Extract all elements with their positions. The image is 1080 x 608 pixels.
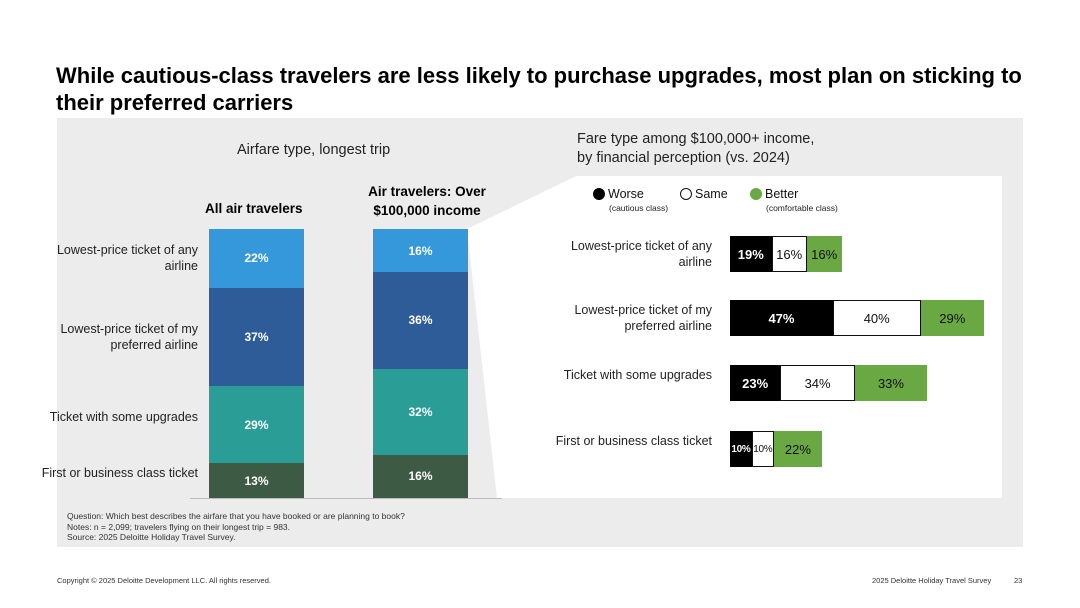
notes-sample: Notes: n = 2,099; travelers flying on th… (67, 521, 291, 532)
stacked-bar-segment: 29% (209, 386, 304, 464)
bar-segment: 10% (730, 431, 752, 467)
data-label: 29% (244, 417, 269, 432)
row-label: First or business class ticket (555, 434, 712, 448)
bar-segment: 16% (806, 236, 842, 272)
col2-header: Air travelers: Over $100,000 income (352, 182, 502, 220)
data-label: 22% (784, 441, 811, 457)
row-label: First or business class ticket (41, 465, 198, 480)
legend-item: Worse (593, 187, 644, 201)
stacked-bar-segment: 13% (209, 463, 304, 498)
legend-label: Worse (608, 187, 644, 201)
right-subtitle-line1: Fare type among $100,000+ income, (577, 131, 815, 147)
left-chart-subtitle: Airfare type, longest trip (237, 142, 391, 158)
data-label: 37% (244, 329, 269, 344)
legend-label: Same (695, 187, 728, 201)
data-label: 32% (408, 404, 433, 419)
row-label: Ticket with some upgrades (563, 368, 712, 382)
stacked-bar-segment: 16% (373, 454, 468, 498)
row-label: Lowest-price ticket of my preferred airl… (60, 321, 198, 352)
bar-segment: 47% (730, 300, 833, 336)
notes: Question: Which best describes the airfa… (67, 511, 405, 543)
col2-header-line2: $100,000 income (373, 203, 481, 218)
page-title: While cautious-class travelers are less … (56, 63, 1022, 115)
bar-segment: 29% (920, 300, 985, 336)
stacked-bar-segment: 36% (373, 272, 468, 369)
right-subtitle-line2: by financial perception (vs. 2024) (577, 150, 790, 166)
stacked-bar-segment: 32% (373, 368, 468, 455)
bar-segment: 19% (730, 236, 772, 272)
data-label: 36% (408, 313, 433, 328)
bar-segment: 16% (771, 236, 807, 272)
data-label: 34% (804, 375, 831, 391)
data-label: 10% (753, 443, 773, 455)
data-label: 16% (776, 246, 803, 262)
stacked-bar-segment: 37% (209, 287, 304, 387)
legend-item: Same (680, 187, 728, 201)
bar-segment: 34% (780, 365, 855, 401)
data-label: 33% (877, 375, 904, 391)
stacked-bar-segment: 22% (209, 229, 304, 288)
legend-swatch (593, 188, 605, 200)
stacked-bar-segment: 16% (373, 229, 468, 273)
legend-sublabel: (cautious class) (609, 203, 669, 213)
legend-label: Better (765, 187, 799, 201)
bar-segment: 40% (832, 300, 921, 336)
data-label: 16% (408, 469, 433, 484)
left-baseline (190, 498, 502, 499)
bar-segment: 10% (751, 431, 774, 467)
footer-page-number: 23 (1014, 576, 1023, 585)
data-label: 40% (863, 310, 890, 326)
data-label: 13% (244, 473, 269, 488)
data-label: 19% (737, 246, 764, 262)
bar-segment: 33% (854, 365, 928, 401)
data-label: 23% (742, 375, 769, 391)
legend-swatch (680, 188, 692, 200)
bar-segment: 23% (730, 365, 781, 401)
footer-report-name: 2025 Deloitte Holiday Travel Survey (872, 576, 992, 585)
legend-item: Better (750, 187, 798, 201)
data-label: 47% (768, 310, 795, 326)
row-label: Lowest-price ticket of any airline (570, 239, 712, 269)
notes-question: Question: Which best describes the airfa… (67, 511, 405, 521)
data-label: 22% (244, 251, 269, 266)
legend-sublabel: (comfortable class) (766, 203, 838, 213)
col2-header-line1: Air travelers: Over (368, 184, 486, 199)
row-label: Lowest-price ticket of my preferred airl… (574, 303, 712, 333)
row-label: Lowest-price ticket of any airline (56, 243, 198, 274)
footer-copyright: Copyright © 2025 Deloitte Development LL… (57, 576, 271, 585)
data-label: 29% (939, 310, 966, 326)
legend-swatch (750, 188, 762, 200)
row-label: Ticket with some upgrades (49, 409, 198, 424)
data-label: 10% (731, 443, 751, 455)
col1-header: All air travelers (205, 201, 303, 216)
notes-source: Source: 2025 Deloitte Holiday Travel Sur… (67, 532, 236, 542)
data-label: 16% (408, 243, 433, 258)
bar-segment: 22% (773, 431, 822, 467)
right-chart-subtitle: Fare type among $100,000+ income, by fin… (577, 130, 814, 168)
data-label: 16% (811, 246, 838, 262)
